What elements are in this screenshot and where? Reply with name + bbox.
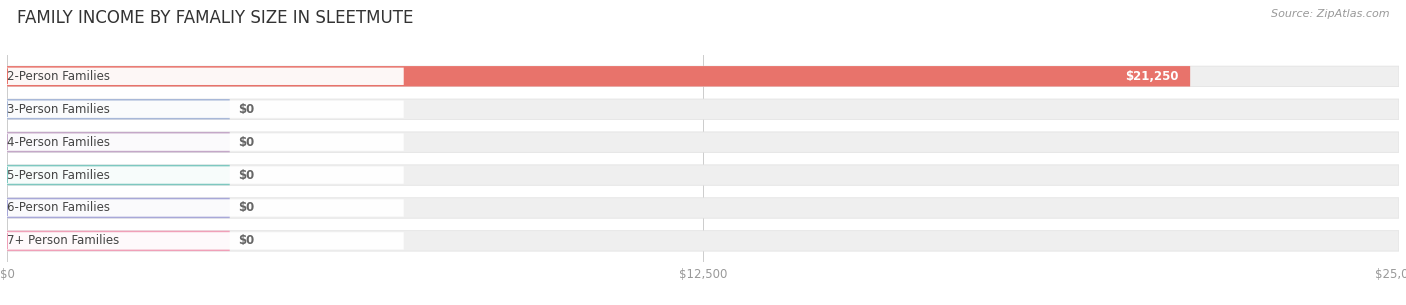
Text: $0: $0 [238,202,254,214]
FancyBboxPatch shape [7,66,1399,87]
FancyBboxPatch shape [7,101,404,118]
FancyBboxPatch shape [7,165,229,185]
Text: $0: $0 [238,235,254,247]
Text: $21,250: $21,250 [1126,70,1180,83]
FancyBboxPatch shape [7,231,229,251]
FancyBboxPatch shape [7,165,1399,185]
Text: $0: $0 [238,136,254,149]
FancyBboxPatch shape [7,231,1399,251]
FancyBboxPatch shape [7,132,229,152]
FancyBboxPatch shape [7,99,229,120]
Text: 5-Person Families: 5-Person Families [7,169,110,181]
Text: 4-Person Families: 4-Person Families [7,136,110,149]
Text: $0: $0 [238,103,254,116]
Text: Source: ZipAtlas.com: Source: ZipAtlas.com [1271,9,1389,19]
FancyBboxPatch shape [7,198,1399,218]
FancyBboxPatch shape [7,167,404,184]
FancyBboxPatch shape [7,134,404,151]
FancyBboxPatch shape [7,66,1189,87]
FancyBboxPatch shape [7,198,229,218]
Text: 6-Person Families: 6-Person Families [7,202,110,214]
FancyBboxPatch shape [7,99,1399,120]
Text: $0: $0 [238,169,254,181]
Text: FAMILY INCOME BY FAMALIY SIZE IN SLEETMUTE: FAMILY INCOME BY FAMALIY SIZE IN SLEETMU… [17,9,413,27]
FancyBboxPatch shape [7,199,404,217]
Text: 3-Person Families: 3-Person Families [7,103,110,116]
FancyBboxPatch shape [7,132,1399,152]
Text: 2-Person Families: 2-Person Families [7,70,110,83]
FancyBboxPatch shape [7,232,404,249]
Text: 7+ Person Families: 7+ Person Families [7,235,120,247]
FancyBboxPatch shape [7,68,404,85]
